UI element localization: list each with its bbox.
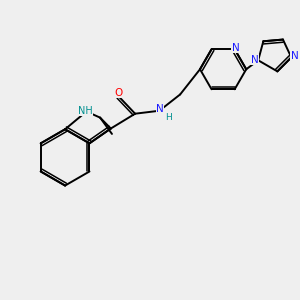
Text: N: N: [156, 104, 164, 114]
Text: O: O: [114, 88, 123, 98]
Text: N: N: [232, 43, 240, 53]
Text: N: N: [291, 51, 299, 61]
Text: N: N: [251, 55, 259, 65]
Text: NH: NH: [78, 106, 92, 116]
Text: H: H: [166, 113, 172, 122]
